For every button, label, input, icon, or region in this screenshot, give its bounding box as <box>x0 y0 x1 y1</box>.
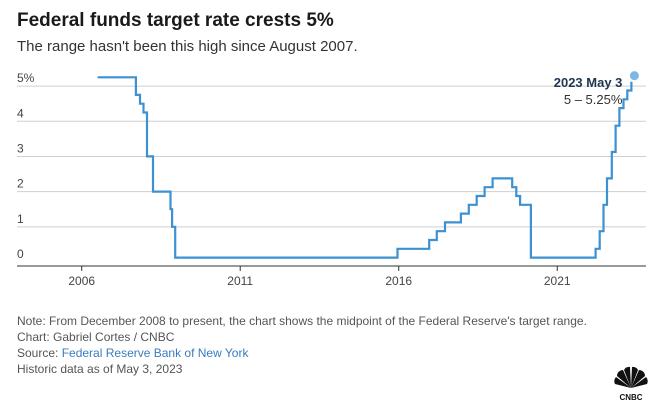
x-tick-label-2021: 2021 <box>544 274 571 288</box>
source-link[interactable]: Federal Reserve Bank of New York <box>61 346 249 360</box>
chart-area: 0 1 2 3 4 5% 2006 2011 2016 2021 2023 May 3 5 – … <box>17 71 646 288</box>
footer-notes: Note: From December 2008 to present, the… <box>17 313 597 377</box>
annotation-date: 2023 May 3 <box>554 75 623 90</box>
source-prefix: Source: <box>17 346 62 360</box>
x-tick-label-2016: 2016 <box>385 274 412 288</box>
x-tick-label-2006: 2006 <box>68 274 95 288</box>
chart-credit: Chart: Gabriel Cortes / CNBC <box>17 330 175 344</box>
chart-title: Federal funds target rate crests 5% <box>17 10 334 31</box>
gridlines <box>17 85 646 228</box>
y-tick-label-3: 3 <box>17 141 24 155</box>
y-tick-label-4: 4 <box>17 106 24 120</box>
latest-point-marker <box>629 71 639 81</box>
nbc-peacock-icon: CNBC <box>614 366 648 402</box>
chart-subtitle: The range hasn't been this high since Au… <box>17 38 358 55</box>
series-line-fed-funds-rate <box>97 76 633 259</box>
source-line: Source: Federal Reserve Bank of New York <box>17 345 597 361</box>
x-tick-label-2011: 2011 <box>227 274 253 288</box>
y-tick-label-2: 2 <box>17 177 24 191</box>
y-tick-label-5: 5% <box>17 71 35 85</box>
x-axis-ticks: 2006 2011 2016 2021 <box>68 266 571 288</box>
note-text: Note: From December 2008 to present, the… <box>17 314 587 328</box>
logo-text: CNBC <box>619 393 642 402</box>
y-axis-ticks: 0 1 2 3 4 5% <box>17 71 35 261</box>
historic-date: Historic data as of May 3, 2023 <box>17 362 183 376</box>
annotation-value: 5 – 5.25% <box>564 92 623 107</box>
y-tick-label-0: 0 <box>17 247 24 261</box>
y-tick-label-1: 1 <box>17 212 24 226</box>
